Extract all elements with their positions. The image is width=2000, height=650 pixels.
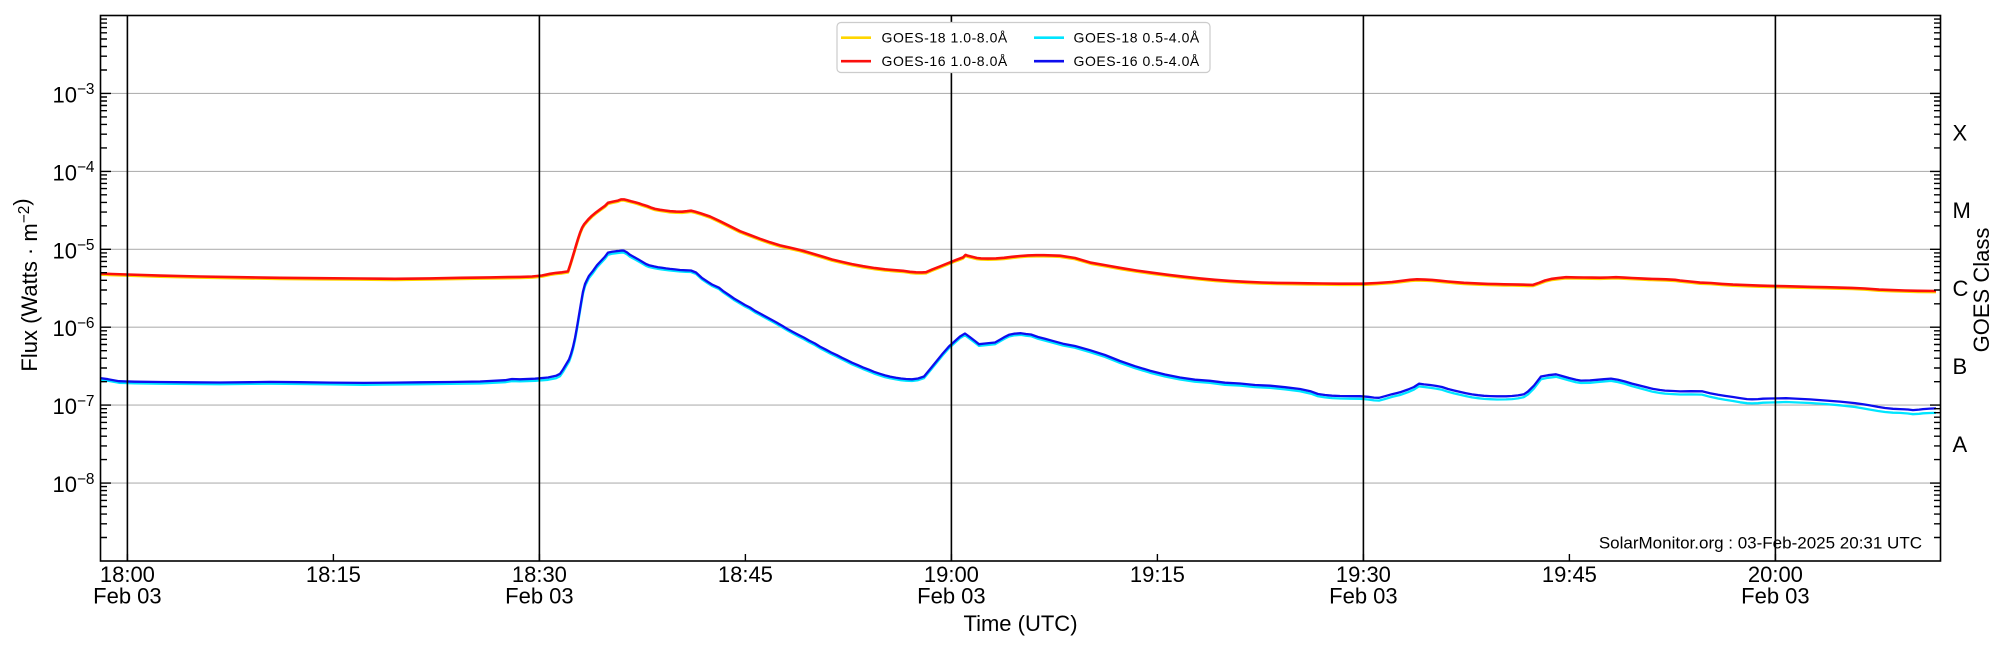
- svg-text:B: B: [1953, 354, 1968, 379]
- svg-text:SolarMonitor.org : 03-Feb-2025: SolarMonitor.org : 03-Feb-2025 20:31 UTC: [1599, 534, 1922, 553]
- svg-text:GOES-18 1.0-8.0Å: GOES-18 1.0-8.0Å: [882, 29, 1008, 45]
- svg-text:Time (UTC): Time (UTC): [963, 611, 1077, 636]
- svg-text:GOES Class: GOES Class: [1969, 228, 1994, 353]
- svg-text:Feb 03: Feb 03: [93, 584, 162, 609]
- svg-text:Feb 03: Feb 03: [1741, 584, 1810, 609]
- svg-text:19:30: 19:30: [1336, 562, 1391, 587]
- svg-text:20:00: 20:00: [1748, 562, 1803, 587]
- svg-text:Feb 03: Feb 03: [917, 584, 986, 609]
- svg-text:M: M: [1953, 198, 1971, 223]
- svg-text:Feb 03: Feb 03: [505, 584, 574, 609]
- svg-text:18:00: 18:00: [100, 562, 155, 587]
- svg-text:GOES-16 1.0-8.0Å: GOES-16 1.0-8.0Å: [882, 53, 1008, 69]
- svg-text:18:30: 18:30: [512, 562, 567, 587]
- svg-text:19:15: 19:15: [1130, 562, 1185, 587]
- svg-text:Feb 03: Feb 03: [1329, 584, 1398, 609]
- svg-text:C: C: [1953, 276, 1969, 301]
- svg-text:X: X: [1953, 120, 1968, 145]
- svg-text:A: A: [1953, 432, 1968, 457]
- svg-text:18:15: 18:15: [306, 562, 361, 587]
- svg-text:GOES-16 0.5-4.0Å: GOES-16 0.5-4.0Å: [1074, 53, 1200, 69]
- svg-text:19:00: 19:00: [924, 562, 979, 587]
- svg-text:19:45: 19:45: [1542, 562, 1597, 587]
- svg-text:GOES-18 0.5-4.0Å: GOES-18 0.5-4.0Å: [1074, 29, 1200, 45]
- svg-text:18:45: 18:45: [718, 562, 773, 587]
